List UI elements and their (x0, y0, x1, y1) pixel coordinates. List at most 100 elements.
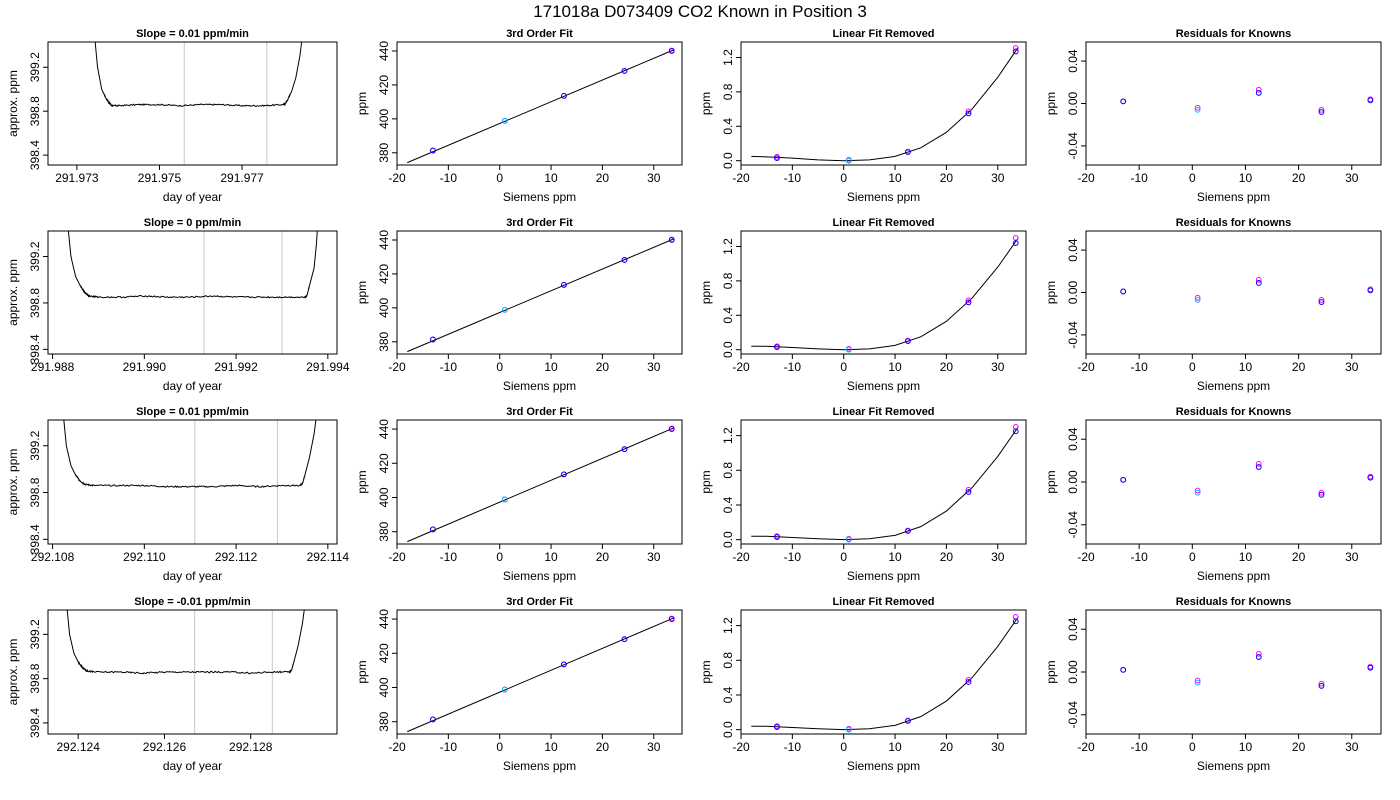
x-tick-label: -10 (440, 550, 458, 564)
data-point-alt (1012, 45, 1019, 51)
data-point-alt (1012, 234, 1019, 241)
data-point (501, 306, 508, 313)
panel-3-1: 292.108 292.110 292.112 292.114 398.4 398.8 39… (6, 406, 349, 583)
x-tick-label: -10 (1130, 550, 1148, 564)
y-tick-label: 420 (377, 264, 391, 284)
y-tick-label: 400 (377, 109, 391, 129)
y-tick-label: 0.4 (721, 686, 735, 703)
y-tick-label: 398.8 (28, 477, 42, 507)
plot-frame (740, 419, 1027, 545)
data-point (430, 526, 436, 533)
y-axis-label: ppm (355, 92, 369, 115)
panel-1-4: -20 -10 0 10 20 30 -0.04 0.00 0.04 Residuals for … (1044, 28, 1382, 204)
panel-title: 3rd Order Fit (506, 217, 573, 229)
y-tick-label: 0.8 (721, 83, 735, 100)
x-tick-label: 0 (1189, 740, 1196, 754)
plot-frame (740, 230, 1027, 355)
fit-curve (407, 238, 675, 353)
data-point (1318, 682, 1325, 689)
y-axis-label: ppm (355, 660, 369, 683)
data-point (501, 496, 508, 503)
data-point-alt (1255, 650, 1262, 657)
data-point (1194, 297, 1201, 303)
x-tick-label: 20 (596, 740, 610, 754)
y-tick-label: 398.4 (28, 140, 42, 170)
y-tick-label: 400 (377, 677, 391, 697)
x-tick-label: 0 (1189, 360, 1196, 374)
y-tick-label: 1.2 (721, 427, 735, 444)
y-tick-label: 0.04 (1066, 238, 1080, 262)
x-tick-label: 30 (991, 360, 1005, 374)
plot-frame (1085, 41, 1382, 166)
data-series-line (94, 42, 303, 108)
data-point-alt (1194, 487, 1201, 494)
data-point (904, 718, 911, 724)
y-axis-label: ppm (1044, 470, 1058, 493)
data-point (904, 149, 911, 155)
y-tick-label: 0.00 (1066, 280, 1080, 304)
y-axis-label: approx. ppm (6, 639, 20, 706)
y-tick-label: 0.8 (721, 272, 735, 289)
x-tick-label: -20 (1077, 550, 1095, 564)
x-tick-label: 10 (888, 550, 902, 564)
plot-frame (396, 230, 683, 355)
x-tick-label: 10 (888, 740, 902, 754)
x-tick-label: 30 (1345, 171, 1359, 185)
y-axis-label: ppm (1044, 660, 1058, 683)
y-tick-label: 400 (377, 487, 391, 507)
data-point (1194, 489, 1201, 496)
x-tick-label: 10 (1239, 550, 1253, 564)
y-tick-label: 0.00 (1066, 470, 1080, 494)
x-tick-label: 30 (991, 740, 1005, 754)
data-point (501, 686, 508, 693)
y-tick-label: 380 (377, 142, 391, 162)
y-tick-label: 0.8 (721, 652, 735, 669)
data-point (1194, 679, 1201, 686)
fit-curve (407, 617, 675, 733)
data-point (430, 147, 436, 154)
data-point (1120, 666, 1127, 673)
panel-4-2: -20 -10 0 10 20 30 380 400 420 440 3rd Order Fit Si… (355, 596, 683, 773)
data-point-alt (965, 108, 972, 115)
y-tick-label: -0.04 (1066, 132, 1080, 160)
panel-1-3: -20 -10 0 10 20 30 0.0 0.4 0.8 1.2 Linear Fit Remo… (699, 28, 1027, 204)
plot-area (407, 425, 675, 543)
data-point (1120, 288, 1127, 295)
x-tick-label: -20 (388, 740, 406, 754)
data-series-line (66, 610, 305, 675)
data-point (904, 528, 911, 534)
x-tick-label: 0 (840, 171, 847, 185)
data-point (904, 338, 911, 344)
panel-3-4: -20 -10 0 10 20 30 -0.04 0.00 0.04 Residuals for … (1044, 406, 1382, 583)
x-tick-label: 0 (496, 740, 503, 754)
x-tick-label: 20 (596, 360, 610, 374)
x-tick-label: -10 (784, 550, 802, 564)
x-tick-label: 20 (940, 171, 954, 185)
x-tick-label: 0 (1189, 171, 1196, 185)
x-tick-label: 10 (544, 171, 558, 185)
data-point-alt (1318, 297, 1325, 303)
data-point (668, 237, 675, 243)
y-axis-label: ppm (355, 470, 369, 493)
plot-area (407, 236, 675, 353)
x-tick-label: -20 (388, 550, 406, 564)
y-tick-label: 0.00 (1066, 660, 1080, 684)
data-point (965, 489, 972, 495)
x-tick-label: 10 (544, 360, 558, 374)
x-tick-label: -20 (1077, 360, 1095, 374)
x-tick-label: 10 (1239, 360, 1253, 374)
data-point (774, 724, 780, 730)
x-tick-label: 10 (544, 550, 558, 564)
plot-frame (396, 41, 683, 166)
data-series-line (63, 420, 317, 488)
y-axis-label: ppm (1044, 281, 1058, 304)
data-point (1318, 109, 1325, 115)
data-point (668, 426, 675, 432)
plot-area (1120, 276, 1374, 305)
x-tick-label: 0 (840, 360, 847, 374)
x-tick-label: 0 (496, 171, 503, 185)
x-axis-label: day of year (163, 379, 222, 393)
y-axis-label: approx. ppm (6, 449, 20, 516)
x-tick-label: 20 (596, 171, 610, 185)
data-point (560, 282, 567, 288)
